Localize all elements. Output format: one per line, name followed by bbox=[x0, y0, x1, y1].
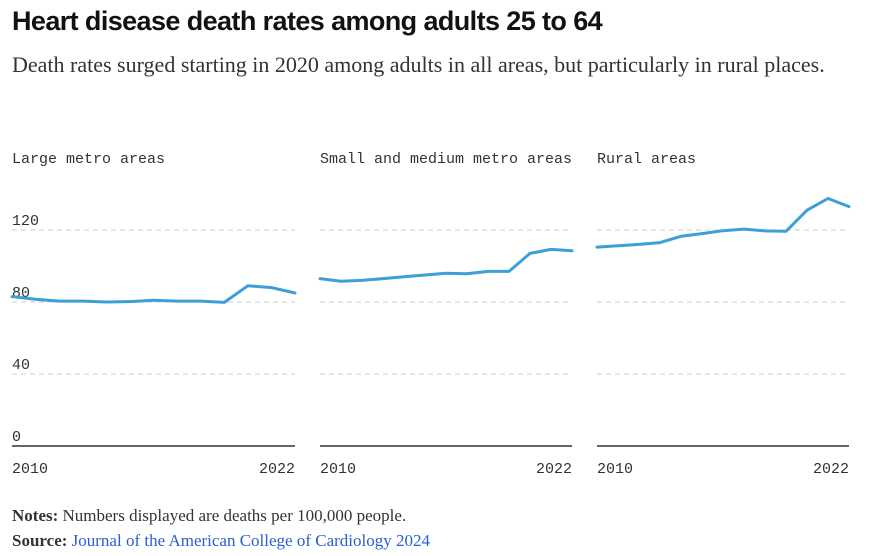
x-tick-label: 2022 bbox=[536, 461, 572, 478]
notes-label: Notes: bbox=[12, 506, 59, 525]
x-tick-label: 2022 bbox=[259, 461, 295, 478]
x-tick-label: 2010 bbox=[320, 461, 356, 478]
source-line: Source: Journal of the American College … bbox=[12, 528, 862, 553]
x-tick-label: 2010 bbox=[597, 461, 633, 478]
panel-title: Rural areas bbox=[597, 151, 696, 168]
panel-title: Small and medium metro areas bbox=[320, 151, 572, 168]
series-line bbox=[318, 247, 574, 283]
y-tick-label: 0 bbox=[12, 429, 21, 446]
x-tick-label: 2010 bbox=[12, 461, 48, 478]
series-line bbox=[595, 197, 851, 249]
x-tick-label: 2022 bbox=[813, 461, 849, 478]
source-link[interactable]: Journal of the American College of Cardi… bbox=[71, 531, 430, 550]
y-tick-label: 40 bbox=[12, 357, 30, 374]
notes-text: Numbers displayed are deaths per 100,000… bbox=[62, 506, 407, 525]
chart-title: Heart disease death rates among adults 2… bbox=[12, 6, 603, 36]
series-line bbox=[10, 284, 297, 304]
panel-title: Large metro areas bbox=[12, 151, 165, 168]
chart-notes: Notes: Numbers displayed are deaths per … bbox=[12, 503, 862, 553]
chart-subtitle: Death rates surged starting in 2020 amon… bbox=[12, 52, 825, 77]
notes-line: Notes: Numbers displayed are deaths per … bbox=[12, 503, 862, 528]
y-tick-label: 120 bbox=[12, 213, 39, 230]
source-label: Source: bbox=[12, 531, 68, 550]
